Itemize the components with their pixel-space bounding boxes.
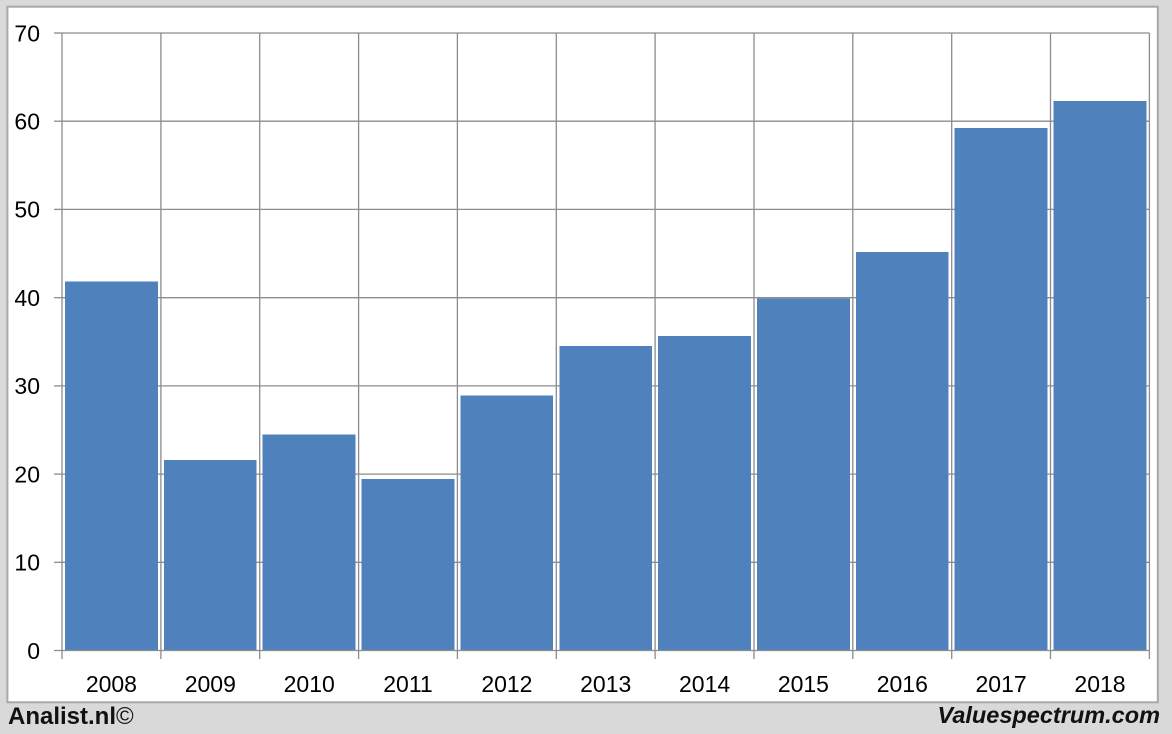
svg-text:Valuespectrum.com: Valuespectrum.com [938, 702, 1160, 728]
svg-text:2017: 2017 [976, 671, 1027, 697]
svg-text:Analist.nl©: Analist.nl© [8, 703, 134, 730]
svg-text:10: 10 [14, 550, 40, 576]
svg-text:2009: 2009 [185, 671, 236, 697]
svg-text:0: 0 [27, 638, 40, 664]
svg-text:60: 60 [14, 109, 40, 135]
svg-text:2014: 2014 [679, 671, 730, 697]
svg-text:2011: 2011 [383, 671, 432, 697]
svg-text:2016: 2016 [877, 671, 928, 697]
svg-text:2010: 2010 [284, 671, 335, 697]
svg-text:70: 70 [14, 20, 40, 46]
svg-text:2013: 2013 [580, 671, 631, 697]
svg-text:30: 30 [14, 373, 40, 399]
svg-text:40: 40 [14, 285, 40, 311]
svg-text:50: 50 [14, 197, 40, 223]
svg-text:20: 20 [14, 461, 40, 487]
svg-text:2015: 2015 [778, 671, 829, 697]
svg-text:2018: 2018 [1074, 671, 1125, 697]
svg-text:2008: 2008 [86, 671, 137, 697]
svg-text:2012: 2012 [481, 671, 532, 697]
